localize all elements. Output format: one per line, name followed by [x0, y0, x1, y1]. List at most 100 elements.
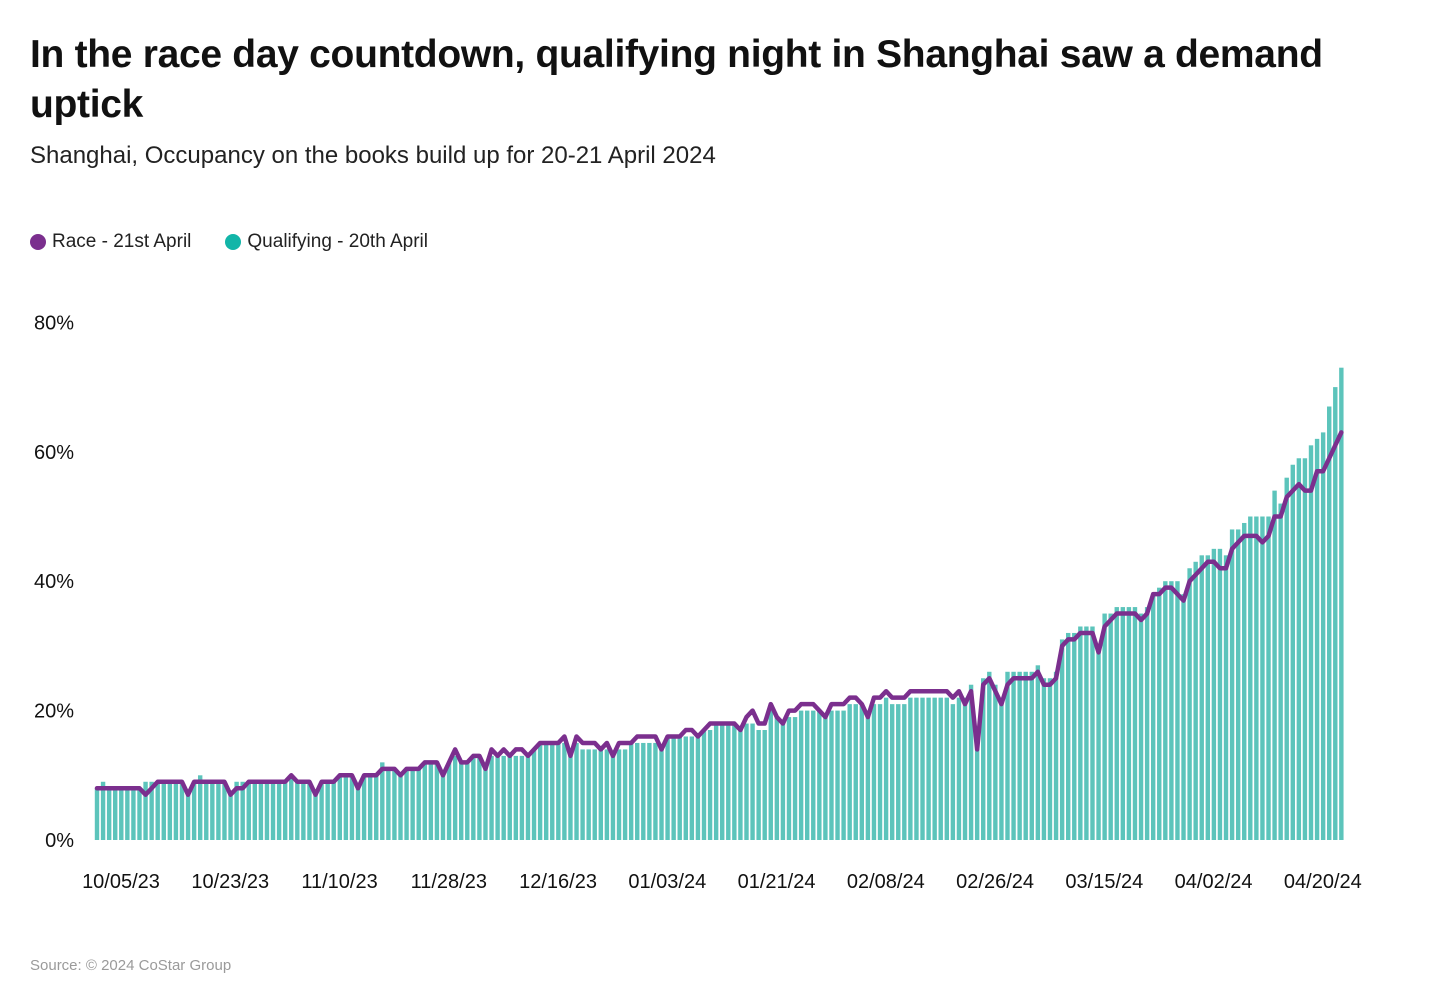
legend-dot-race — [30, 234, 46, 250]
qualifying-bar — [562, 742, 567, 840]
qualifying-bar — [489, 755, 494, 840]
qualifying-bar — [701, 730, 707, 840]
qualifying-bar — [295, 781, 300, 840]
x-tick-label: 11/28/23 — [411, 871, 487, 893]
chart-title: In the race day countdown, qualifying ni… — [30, 33, 1323, 126]
qualifying-bar — [386, 768, 391, 840]
x-axis: 10/05/23 10/23/23 11/10/23 11/28/23 12/16/23… — [82, 871, 1362, 893]
qualifying-bar — [853, 704, 858, 840]
legend-item-qualifying[interactable]: Qualifying - 20th April — [225, 231, 428, 253]
qualifying-bar — [131, 788, 136, 840]
qualifying-bar — [1284, 477, 1289, 840]
qualifying-bar — [859, 704, 865, 840]
qualifying-bar — [282, 781, 288, 840]
qualifying-bar — [179, 781, 185, 840]
qualifying-bar — [1114, 607, 1119, 840]
qualifying-bar — [1169, 581, 1174, 840]
qualifying-bar — [513, 755, 519, 840]
qualifying-bar — [780, 723, 786, 840]
y-tick-label: 40% — [34, 571, 74, 593]
qualifying-bar — [1327, 406, 1332, 840]
qualifying-bar — [537, 742, 543, 840]
qualifying-bar — [452, 755, 458, 840]
qualifying-bar — [113, 788, 118, 840]
qualifying-bar — [1084, 626, 1089, 840]
qualifying-bar — [258, 781, 264, 840]
qualifying-bar — [647, 742, 652, 840]
qualifying-bar — [726, 723, 731, 840]
qualifying-bar — [683, 736, 688, 840]
qualifying-bar — [713, 723, 719, 840]
qualifying-bar — [428, 762, 434, 840]
qualifying-bar — [1339, 367, 1344, 840]
qualifying-bar — [732, 723, 737, 840]
qualifying-bar — [143, 781, 148, 840]
qualifying-bar — [100, 781, 106, 840]
qualifying-bar — [877, 704, 883, 840]
qualifying-bar — [962, 697, 968, 840]
qualifying-bar — [786, 717, 792, 840]
y-axis: 0% 20% 40% 60% 80% — [34, 312, 74, 852]
legend-dot-qualifying — [225, 234, 242, 250]
qualifying-bar — [1296, 458, 1302, 840]
qualifying-bar — [1150, 594, 1156, 840]
qualifying-bar — [519, 755, 525, 840]
qualifying-bar — [1090, 626, 1095, 840]
legend-label-race: Race - 21st April — [52, 231, 192, 252]
qualifying-bar — [234, 781, 239, 840]
qualifying-bar — [1138, 613, 1144, 840]
y-tick-label: 80% — [34, 312, 74, 334]
qualifying-bar — [1242, 522, 1247, 840]
qualifying-bar — [580, 749, 585, 840]
qualifying-bar — [1163, 581, 1168, 840]
qualifying-bar — [999, 697, 1004, 840]
qualifying-bar — [756, 730, 761, 840]
qualifying-bar — [1320, 432, 1326, 840]
x-tick-label: 01/03/24 — [628, 871, 706, 893]
qualifying-bar — [185, 794, 191, 840]
qualifying-bar — [823, 717, 828, 840]
qualifying-bar — [568, 755, 573, 840]
qualifying-bar — [1217, 548, 1223, 840]
qualifying-bar — [106, 788, 112, 840]
qualifying-bar — [720, 723, 725, 840]
x-tick-label: 04/20/24 — [1284, 871, 1362, 893]
qualifying-bar — [325, 781, 330, 840]
qualifying-bar — [1005, 671, 1010, 840]
qualifying-bar — [1023, 671, 1028, 840]
qualifying-bar — [811, 710, 816, 840]
qualifying-bar — [1066, 632, 1071, 840]
qualifying-bar — [659, 749, 664, 840]
qualifying-bar — [762, 730, 767, 840]
legend-item-race[interactable]: Race - 21st April — [30, 231, 191, 253]
qualifying-bar — [216, 781, 221, 840]
qualifying-bar — [465, 762, 470, 840]
qualifying-bar — [938, 697, 943, 840]
qualifying-bar — [507, 755, 512, 840]
qualifying-bar — [841, 710, 846, 840]
qualifying-bar — [149, 781, 154, 840]
qualifying-bar — [1272, 490, 1277, 840]
qualifying-bar — [1102, 613, 1107, 840]
qualifying-bar — [622, 749, 628, 840]
qualifying-bar — [738, 730, 743, 840]
x-tick-label: 02/08/24 — [847, 871, 925, 893]
qualifying-bar — [956, 697, 962, 840]
qualifying-bar — [313, 794, 318, 840]
qualifying-bar — [222, 781, 227, 840]
qualifying-bar — [1314, 438, 1320, 840]
qualifying-bar — [865, 717, 871, 840]
qualifying-bar — [374, 775, 379, 840]
qualifying-bar — [1108, 613, 1113, 840]
qualifying-bar — [446, 762, 452, 840]
qualifying-bar — [1266, 516, 1271, 840]
qualifying-bar — [744, 723, 749, 840]
qualifying-bar — [1011, 671, 1016, 840]
qualifying-bar — [240, 781, 245, 840]
qualifying-bar — [210, 781, 215, 840]
qualifying-bar — [1333, 387, 1338, 840]
qualifying-bar — [1260, 516, 1265, 840]
qualifying-bar — [902, 704, 907, 840]
qualifying-bar — [671, 736, 676, 840]
